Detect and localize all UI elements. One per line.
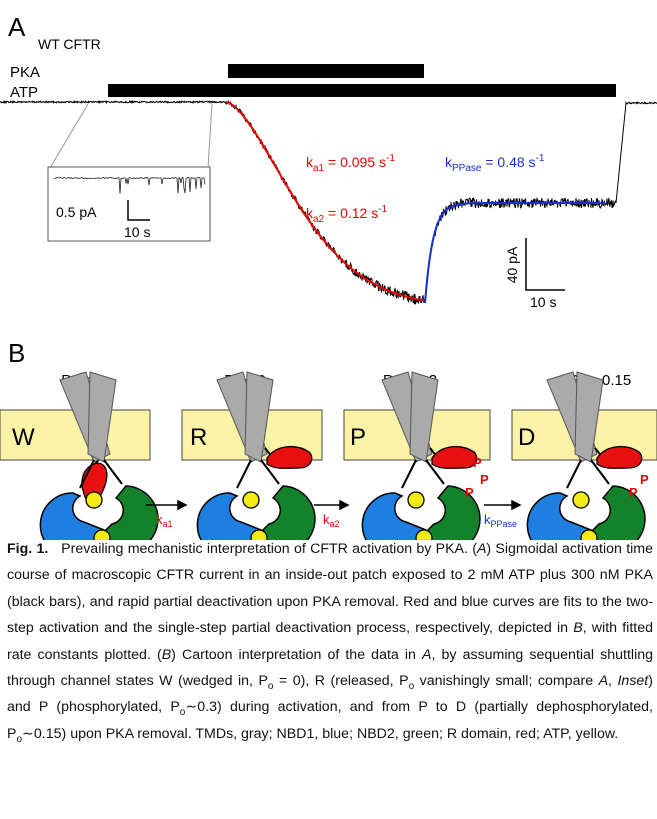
caption-text: B xyxy=(161,646,172,663)
inset-trace xyxy=(53,176,206,194)
inset-scale-bar xyxy=(127,200,150,221)
caption-text: A xyxy=(422,646,432,663)
panel-label: B xyxy=(8,338,25,368)
rate-subscript: a2 xyxy=(313,214,325,225)
caption-text: Inset xyxy=(617,673,649,690)
transition-symbol: k xyxy=(156,512,163,527)
scale-y: 40 pA xyxy=(504,246,520,283)
caption-text: A xyxy=(598,673,609,690)
deactivation-fit xyxy=(424,202,605,304)
caption-text: ) and P (phosphorylated, P xyxy=(7,673,653,716)
phospho-label: P xyxy=(629,485,638,500)
caption-text: ∼0.15) upon PKA removal. TMDs, gray; NBD… xyxy=(22,725,619,742)
activation-fit xyxy=(225,101,425,302)
caption: Fig. 1. Prevailing mechanistic interpret… xyxy=(7,536,653,819)
rate-value: = 0.12 s xyxy=(324,205,378,221)
panel-title: WT CFTR xyxy=(38,36,101,52)
transition-label: ka2 xyxy=(323,512,340,529)
caption-text: B xyxy=(573,620,583,637)
po-labels: Po = 0Po ~ 0Po ~ 0.3Po ~ 0.15 xyxy=(61,372,631,392)
caption-label: Fig. 1. xyxy=(7,541,49,557)
rate-label: ka1 = 0.095 s-1 xyxy=(306,153,395,174)
arrows xyxy=(146,499,522,511)
phospho-label: P xyxy=(640,472,649,487)
rate-symbol: k xyxy=(306,205,314,221)
rate-label: kPPase = 0.48 s-1 xyxy=(445,153,545,174)
rate-exponent: -1 xyxy=(378,204,387,215)
caption-text: o xyxy=(267,680,274,692)
scale-bar xyxy=(525,238,565,291)
rate-value: = 0.48 s xyxy=(481,154,535,170)
phospho-label: P xyxy=(473,455,482,470)
caption-text: = 0), R (released, P xyxy=(273,673,409,690)
bar-label: PKA xyxy=(10,64,40,81)
pka-bar xyxy=(228,64,424,78)
state-letter: P xyxy=(350,424,366,451)
rate-subscript: a1 xyxy=(313,163,325,174)
caption-text: o xyxy=(16,733,23,745)
phospho-label: P xyxy=(480,472,489,487)
membrane xyxy=(0,409,151,461)
transition-subscript: PPase xyxy=(491,519,518,529)
inset-scale-y: 0.5 pA xyxy=(56,204,97,220)
caption-text: Prevailing mechanistic interpretation of… xyxy=(61,541,477,557)
rate-exponent: -1 xyxy=(536,153,545,164)
transition-symbol: k xyxy=(323,512,330,527)
figure: A WT CFTR PKA ATP 0.5 pA 10 s 40 pA 10 s… xyxy=(0,12,657,540)
transition-subscript: a1 xyxy=(163,519,173,529)
state-letter: W xyxy=(12,424,35,451)
caption-text: , xyxy=(608,673,618,690)
transition-subscript: a2 xyxy=(330,519,340,529)
rate-label: ka2 = 0.12 s-1 xyxy=(306,204,388,225)
inset-guide xyxy=(207,103,213,169)
caption-text: ) Cartoon interpretation of the data in xyxy=(171,646,423,663)
phospho-label: P xyxy=(465,485,474,500)
rate-value: = 0.095 s xyxy=(324,154,386,170)
rate-subscript: PPase xyxy=(452,163,482,174)
state-letter: R xyxy=(190,424,207,451)
inset-scale-x: 10 s xyxy=(124,224,150,240)
caption-text: ∼0.3) during activation, and from P to D… xyxy=(7,699,653,742)
scale-x: 10 s xyxy=(530,294,556,310)
rate-symbol: k xyxy=(445,154,453,170)
caption-text: o xyxy=(408,680,415,692)
rate-symbol: k xyxy=(306,154,314,170)
transition-symbol: k xyxy=(484,512,491,527)
inset-guide xyxy=(49,103,89,169)
state-letter: D xyxy=(518,424,535,451)
caption-text: , with fitted rate constants plotted. ( xyxy=(7,620,653,663)
caption-text: ) Sigmoidal activation time course of ma… xyxy=(7,541,653,637)
rate-exponent: -1 xyxy=(386,153,395,164)
panel-label: A xyxy=(8,12,26,42)
caption-text: o xyxy=(179,707,186,719)
bar-label: ATP xyxy=(10,84,38,101)
phospho-labels: P P P P P xyxy=(465,455,649,500)
cartoon-w xyxy=(39,371,159,540)
transition-label: ka1 xyxy=(156,512,173,529)
atp-bar xyxy=(108,84,616,97)
caption-text: A xyxy=(476,541,487,557)
caption-text: , by assuming sequential shuttling throu… xyxy=(7,646,653,690)
caption-text: vanishingly small; compare xyxy=(414,673,599,690)
transition-label: kPPase xyxy=(484,512,517,529)
